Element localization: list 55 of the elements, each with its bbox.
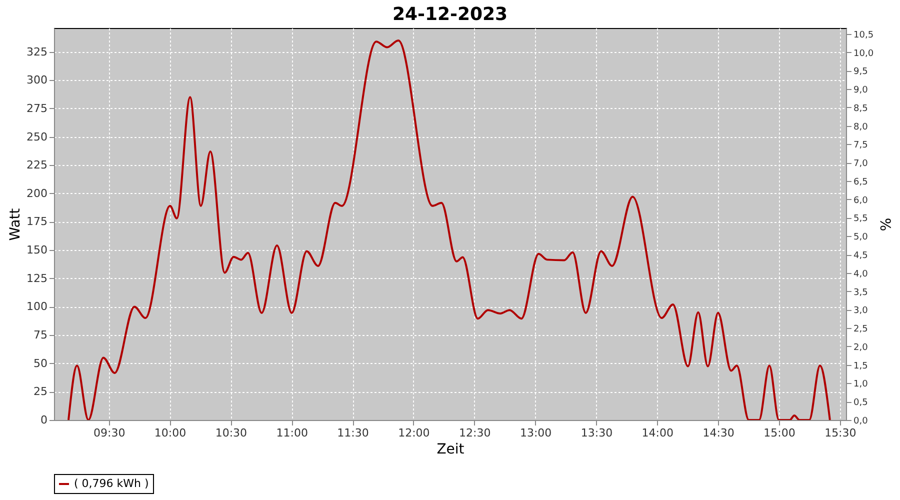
y2-tick-label: 9,0 [854, 86, 868, 96]
y-tick-label: 50 [34, 356, 48, 370]
line-series [68, 39, 831, 420]
x-tick-label: 11:30 [337, 426, 369, 440]
y-tick-label: 100 [26, 300, 48, 314]
y-tick-label: 150 [26, 244, 48, 257]
y2-tick-label: 6,5 [854, 177, 868, 188]
y-tick-label: 125 [26, 272, 48, 285]
y-tick-label: 250 [26, 130, 48, 144]
y2-tick-label: 7,5 [854, 140, 868, 151]
y2-tick-label: 9,5 [854, 67, 868, 78]
y2-tick-label: 0,0 [854, 416, 868, 426]
x-tick-label: 15:00 [764, 426, 796, 440]
chart-title: 24-12-2023 [392, 4, 508, 25]
y2-tick-label: 8,5 [854, 104, 868, 114]
y2-tick-label: 5,0 [854, 232, 868, 243]
y-tick-label: 275 [26, 102, 48, 115]
y2-tick-label: 8,0 [854, 122, 868, 132]
y2-axis-title: % [876, 218, 893, 232]
x-tick-label: 10:00 [154, 426, 186, 440]
y2-tick-label: 6,0 [854, 196, 868, 206]
y-tick-label: 325 [26, 45, 48, 58]
y2-tick-label: 7,0 [854, 159, 868, 170]
x-tick-label: 11:00 [276, 426, 308, 440]
x-tick-label: 12:30 [459, 426, 491, 440]
x-tick-label: 13:00 [520, 426, 552, 440]
x-axis-title: Zeit [436, 442, 465, 458]
y2-tick-label: 3,0 [854, 306, 868, 316]
y2-tick-label: 4,5 [854, 251, 868, 262]
y2-tick-label: 10,0 [854, 48, 874, 59]
x-tick-label: 15:30 [824, 426, 856, 440]
y-tick-label: 300 [26, 74, 48, 87]
y2-tick-label: 4,0 [854, 269, 868, 280]
x-tick-label: 10:30 [215, 426, 248, 440]
x-tick-label: 13:30 [580, 426, 613, 440]
legend-label: ( 0,796 kWh ) [74, 477, 149, 490]
y-tick-label: 75 [34, 328, 48, 342]
y2-tick-label: 2,0 [854, 342, 868, 353]
y2-tick-label: 3,5 [854, 288, 868, 298]
y-tick-label: 225 [26, 158, 48, 172]
y-axis-title: Watt [8, 208, 24, 241]
x-tick-label: 14:30 [702, 426, 734, 440]
y2-tick-label: 2,5 [854, 324, 868, 335]
y2-tick-label: 10,5 [854, 30, 874, 40]
y2-tick-label: 5,5 [854, 214, 868, 224]
y-tick-label: 200 [26, 186, 48, 200]
y-tick-label: 175 [26, 215, 48, 228]
y-tick-label: 0 [40, 414, 48, 426]
x-tick-label: 09:30 [93, 426, 126, 440]
y2-tick-label: 1,0 [854, 380, 868, 390]
y2-tick-label: 1,5 [854, 361, 868, 372]
y-tick-label: 25 [34, 385, 48, 398]
x-tick-label: 14:00 [642, 426, 674, 440]
y2-tick-label: 0,5 [854, 398, 868, 408]
x-tick-label: 12:00 [398, 426, 430, 440]
